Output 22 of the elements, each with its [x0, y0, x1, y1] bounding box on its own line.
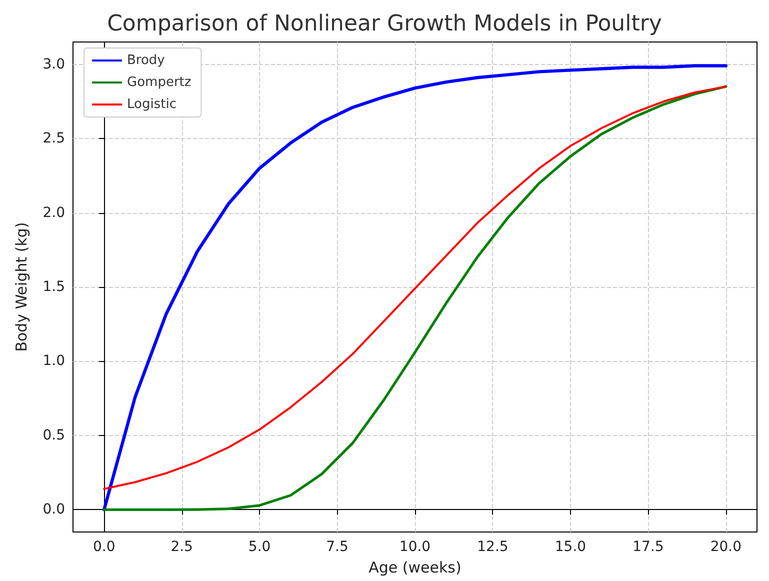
y-tick-label: 2.0: [42, 204, 65, 221]
y-tick-label: 0.0: [42, 502, 65, 518]
legend-label: Logistic: [127, 97, 176, 112]
y-tick-label: 1.0: [42, 353, 65, 370]
x-axis-title: Age (weeks): [368, 558, 462, 576]
x-tick-label: 20.0: [710, 539, 742, 555]
x-tick-label: 12.5: [477, 539, 508, 555]
y-tick-label: 2.5: [42, 130, 65, 147]
chart-title: Comparison of Nonlinear Growth Models in Poultry: [107, 12, 662, 36]
x-tick-label: 0.0: [92, 539, 116, 555]
x-tick-label: 2.5: [170, 539, 193, 555]
x-tick-label: 17.5: [632, 539, 664, 555]
x-tick-label: 5.0: [248, 539, 271, 555]
y-tick-label: 3.0: [42, 56, 65, 72]
x-tick-label: 15.0: [554, 539, 586, 555]
x-tick-label: 7.5: [326, 539, 348, 555]
legend-label: Gompertz: [127, 75, 192, 90]
y-axis-title: Body Weight (kg): [12, 222, 30, 352]
y-tick-label: 0.5: [42, 427, 65, 444]
y-tick-label: 1.5: [42, 279, 65, 295]
x-tick-label: 10.0: [399, 539, 431, 555]
legend-label: Brody: [127, 53, 166, 68]
